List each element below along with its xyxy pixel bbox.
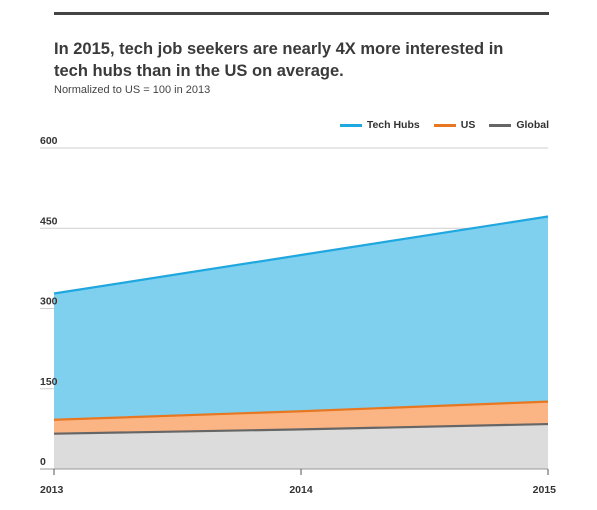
legend-label-global: Global [516, 119, 549, 131]
legend-item-global: Global [489, 119, 549, 131]
line-us [53, 400, 549, 421]
legend-item-tech-hubs: Tech Hubs [339, 119, 420, 131]
y-tick-label-300: 300 [40, 296, 58, 308]
legend-swatch-global [489, 123, 512, 127]
legend-swatch-tech-hubs [339, 123, 362, 127]
legend-swatch-us [433, 123, 456, 127]
x-tick-label-2015: 2015 [533, 484, 557, 496]
y-tick-label-600: 600 [40, 135, 58, 147]
chart-title: In 2015, tech job seekers are nearly 4X … [54, 40, 504, 80]
axis-ticks: 0 150 300 450 600 2013 2014 2015 [40, 135, 556, 496]
top-rule [54, 12, 549, 15]
y-tick-label-150: 150 [40, 376, 58, 388]
legend-item-us: US [433, 119, 476, 131]
line-global [53, 422, 549, 435]
line-tech-hubs [53, 215, 549, 295]
x-tick-label-2014: 2014 [289, 484, 313, 496]
y-tick-label-450: 450 [40, 215, 58, 227]
x-tick-label-2013: 2013 [40, 484, 64, 496]
series-lines [40, 215, 549, 470]
area-global [54, 424, 548, 469]
legend: Tech Hubs US Global [326, 119, 549, 131]
chart-subtitle: Normalized to US = 100 in 2013 [54, 84, 211, 96]
legend-label-us: US [460, 119, 476, 131]
legend-label-tech-hubs: Tech Hubs [366, 119, 420, 131]
y-tick-label-0: 0 [40, 456, 46, 468]
